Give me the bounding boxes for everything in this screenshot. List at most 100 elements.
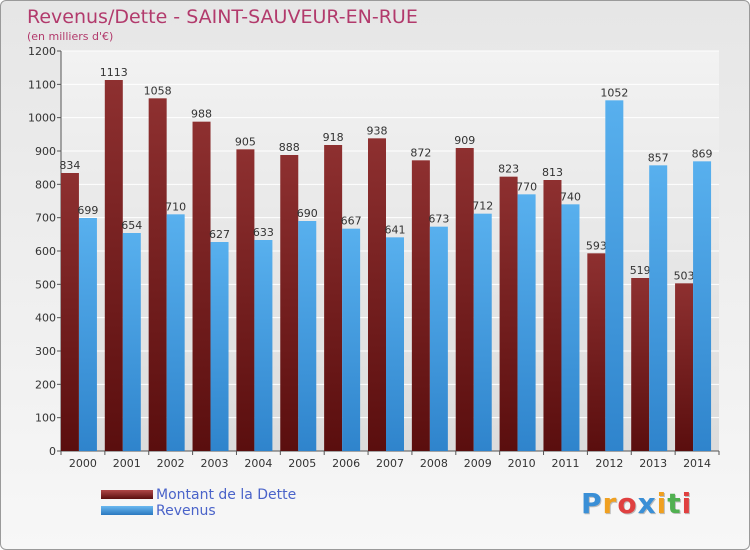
bar-dette — [236, 149, 255, 452]
bar-revenus — [78, 218, 97, 451]
x-tick-label: 2006 — [332, 457, 360, 470]
data-label-revenus: 869 — [692, 147, 713, 160]
data-label-revenus: 712 — [472, 200, 493, 213]
logo-letter: i — [656, 487, 668, 520]
data-label-revenus: 770 — [516, 180, 537, 193]
data-label-revenus: 654 — [121, 219, 142, 232]
legend-label-dette: Montant de la Dette — [156, 487, 297, 503]
x-tick-label: 2004 — [244, 457, 272, 470]
y-tick-label: 100 — [35, 412, 56, 425]
bar-dette — [411, 160, 430, 452]
bar-dette — [280, 155, 299, 451]
data-label-revenus: 1052 — [600, 86, 628, 99]
y-tick-label: 800 — [35, 178, 56, 191]
data-label-dette: 905 — [235, 135, 256, 148]
x-tick-label: 2014 — [683, 457, 711, 470]
logo-letter: P — [581, 487, 603, 520]
chart-subtitle: (en milliers d'€) — [27, 30, 114, 43]
data-label-revenus: 740 — [560, 190, 581, 203]
bar-revenus — [429, 226, 448, 451]
y-tick-label: 1000 — [28, 112, 56, 125]
y-tick-label: 1200 — [28, 45, 56, 58]
logo-letter: i — [681, 487, 693, 520]
data-label-dette: 938 — [367, 124, 388, 137]
bar-revenus — [166, 214, 185, 451]
data-label-dette: 1058 — [144, 84, 172, 97]
bar-revenus — [386, 237, 404, 451]
x-tick-label: 2002 — [157, 457, 185, 470]
bar-dette — [543, 180, 562, 451]
bar-dette — [104, 80, 123, 451]
bar-dette — [368, 138, 386, 452]
data-label-dette: 519 — [630, 264, 651, 277]
bar-dette — [455, 148, 474, 451]
data-label-revenus: 667 — [341, 215, 362, 228]
data-label-revenus: 857 — [648, 151, 669, 164]
x-tick-label: 2010 — [508, 457, 536, 470]
data-label-revenus: 710 — [165, 200, 186, 213]
y-tick-label: 700 — [35, 212, 56, 225]
legend-swatch-revenus — [101, 506, 153, 515]
x-tick-label: 2003 — [201, 457, 229, 470]
bar-revenus — [298, 221, 317, 451]
y-tick-label: 400 — [35, 312, 56, 325]
chart-title: Revenus/Dette - SAINT-SAUVEUR-EN-RUE — [27, 6, 418, 28]
bar-dette — [148, 98, 167, 451]
bar-dette — [587, 253, 606, 451]
data-label-dette: 1113 — [100, 66, 128, 79]
x-tick-label: 2005 — [288, 457, 316, 470]
x-tick-label: 2000 — [69, 457, 97, 470]
logo-letter: x — [637, 487, 657, 520]
data-label-dette: 503 — [674, 269, 695, 282]
x-tick-label: 2011 — [551, 457, 579, 470]
y-tick-label: 0 — [49, 445, 56, 458]
logo-letter: t — [667, 487, 682, 520]
x-tick-label: 2009 — [464, 457, 492, 470]
bar-dette — [499, 176, 518, 451]
data-label-dette: 593 — [586, 239, 607, 252]
data-label-dette: 834 — [59, 159, 80, 172]
y-tick-label: 200 — [35, 378, 56, 391]
data-label-dette: 823 — [498, 163, 519, 176]
bar-dette — [675, 283, 694, 451]
x-tick-label: 2013 — [639, 457, 667, 470]
bar-dette — [324, 145, 343, 451]
bar-revenus — [122, 233, 141, 451]
y-tick-label: 300 — [35, 345, 56, 358]
bar-revenus — [605, 100, 624, 451]
data-label-dette: 909 — [454, 134, 475, 147]
bar-revenus — [561, 204, 580, 451]
data-label-revenus: 699 — [77, 204, 98, 217]
bar-revenus — [210, 242, 229, 451]
data-label-revenus: 627 — [209, 228, 230, 241]
legend-label-revenus: Revenus — [156, 503, 216, 519]
data-label-revenus: 633 — [253, 226, 274, 239]
data-label-dette: 888 — [279, 141, 300, 154]
bar-dette — [60, 173, 79, 451]
x-tick-label: 2001 — [113, 457, 141, 470]
bar-dette — [192, 121, 211, 452]
y-tick-label: 900 — [35, 145, 56, 158]
bar-revenus — [649, 165, 668, 452]
x-tick-label: 2007 — [376, 457, 404, 470]
x-tick-label: 2012 — [595, 457, 623, 470]
data-label-revenus: 690 — [297, 207, 318, 220]
bar-revenus — [473, 213, 492, 451]
y-tick-label: 600 — [35, 245, 56, 258]
data-label-dette: 988 — [191, 108, 212, 121]
bar-revenus — [693, 161, 712, 452]
bar-revenus — [517, 194, 536, 452]
data-label-dette: 918 — [323, 131, 344, 144]
data-label-dette: 813 — [542, 166, 563, 179]
y-tick-label: 500 — [35, 278, 56, 291]
legend-swatch-dette — [101, 490, 153, 499]
x-tick-label: 2008 — [420, 457, 448, 470]
data-label-dette: 872 — [410, 146, 431, 159]
logo-letter: r — [602, 487, 618, 520]
logo-letter: o — [617, 487, 638, 520]
proxiti-logo: Proxiti — [581, 487, 692, 520]
bar-dette — [631, 278, 650, 451]
data-label-revenus: 641 — [385, 223, 406, 236]
